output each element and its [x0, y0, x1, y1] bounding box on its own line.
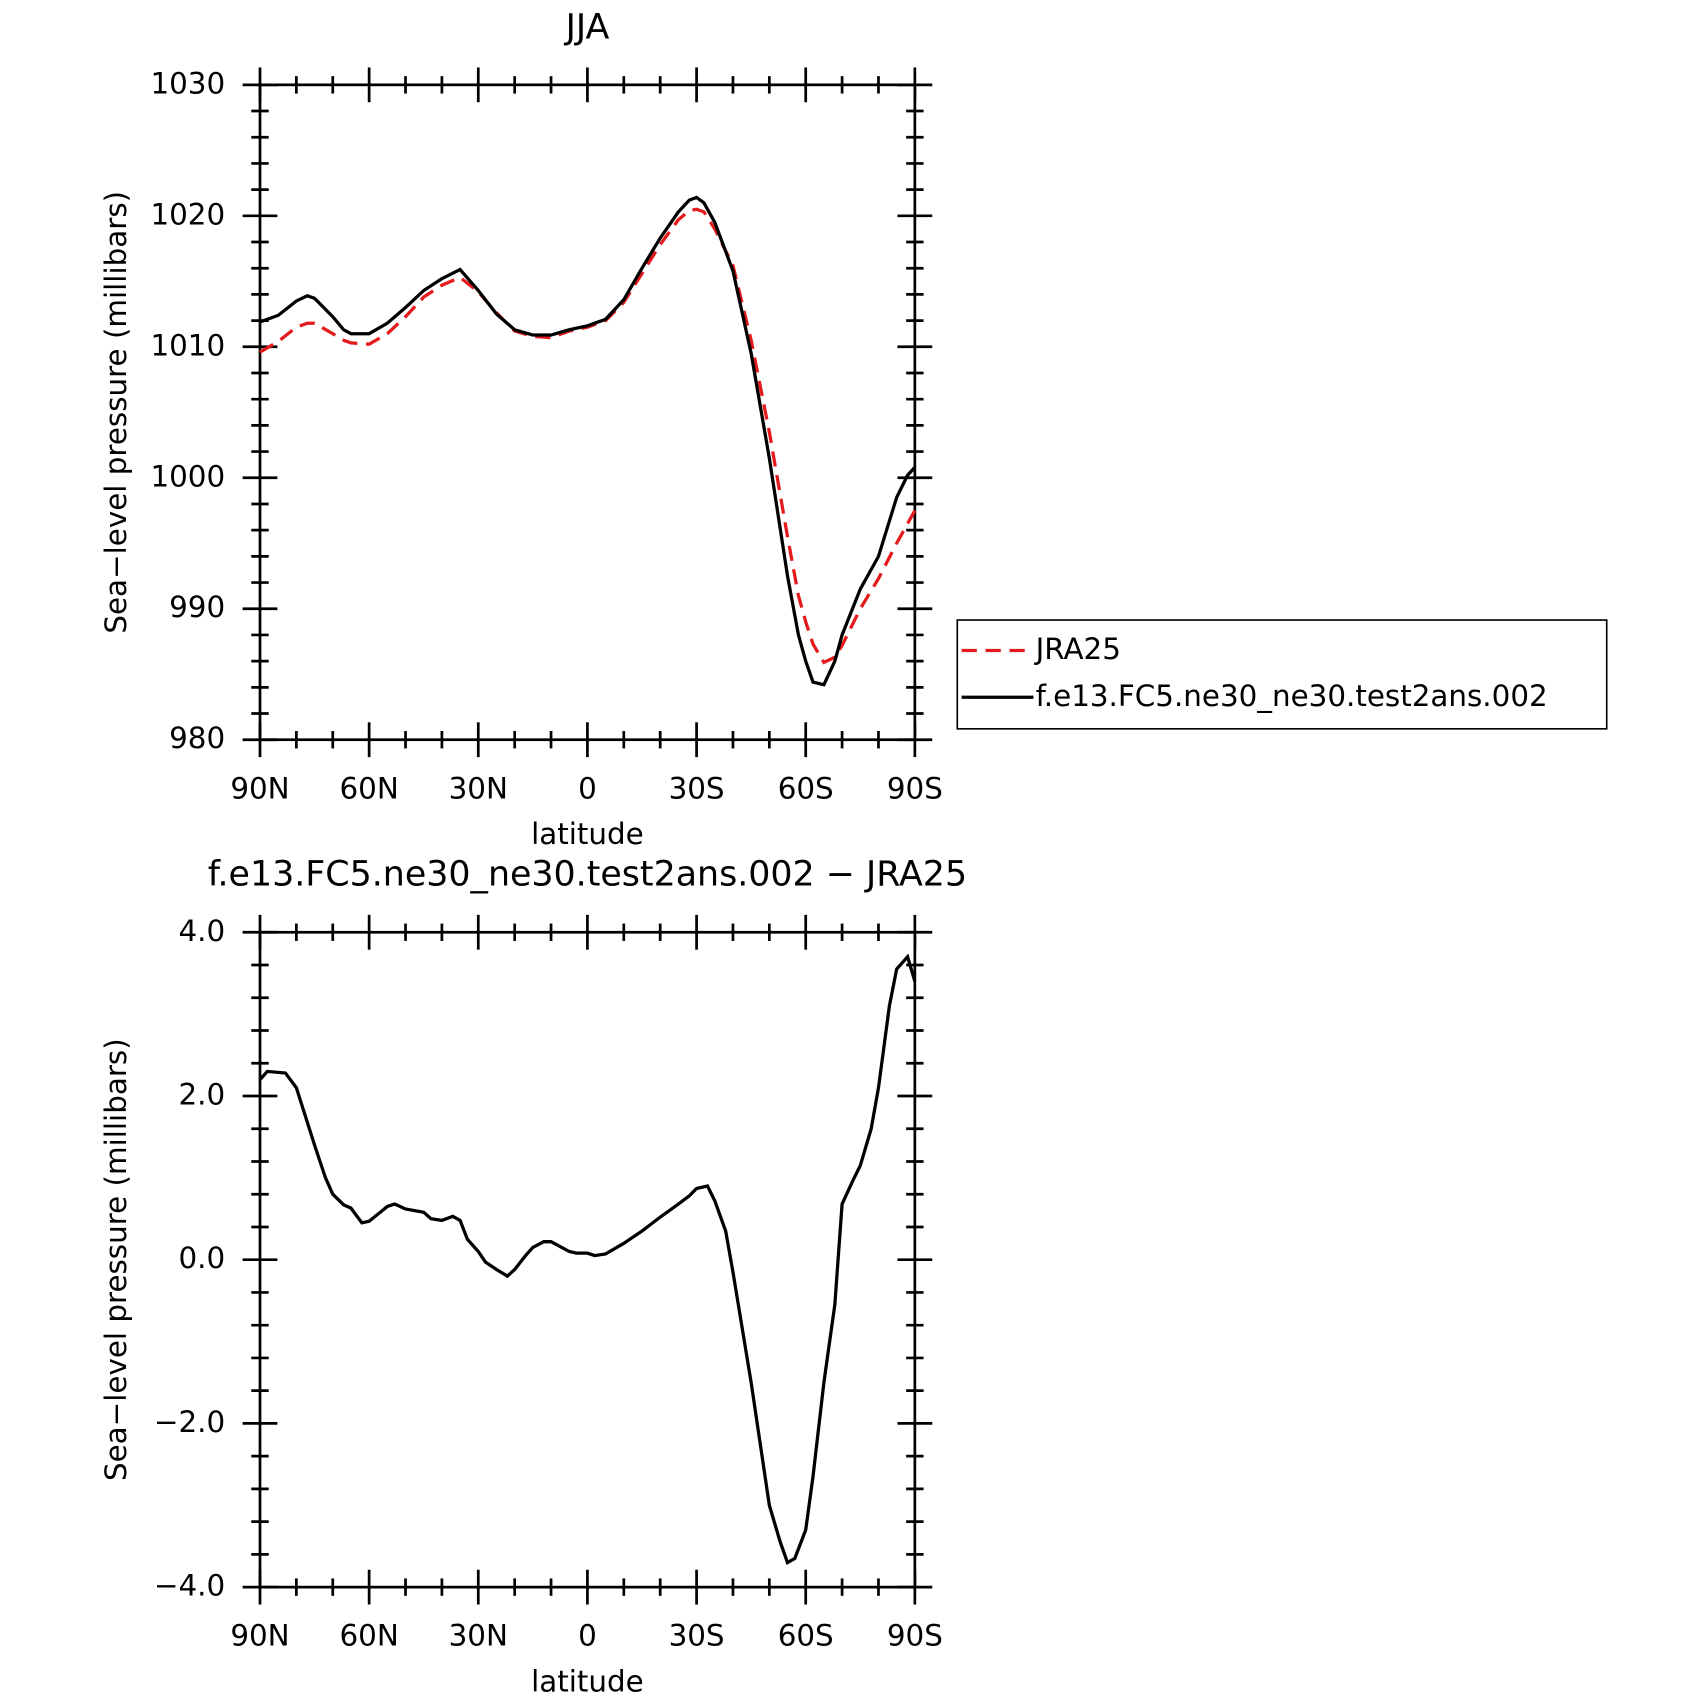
- x-tick-label: 90S: [887, 771, 943, 805]
- data-line: [259, 207, 917, 665]
- y-tick-label: 1020: [150, 197, 225, 231]
- plot-frame: [258, 83, 917, 742]
- x-tick-label: 0: [578, 1619, 597, 1653]
- x-tick-label: 90S: [887, 1619, 943, 1653]
- y-tick-label: 1030: [150, 66, 225, 100]
- y-tick-label: −4.0: [154, 1569, 225, 1603]
- x-tick-label: 60N: [339, 771, 398, 805]
- y-tick-label: 1010: [150, 328, 225, 362]
- x-tick-label: 60N: [339, 1619, 398, 1653]
- chart-title: JJA: [564, 7, 610, 47]
- x-tick-label: 0: [578, 771, 597, 805]
- y-axis-label: Sea−level pressure (millibars): [99, 191, 133, 634]
- x-tick-label: 90N: [230, 1619, 289, 1653]
- x-tick-label: 60S: [778, 1619, 834, 1653]
- y-tick-label: 2.0: [178, 1077, 225, 1111]
- x-tick-label: 30S: [669, 771, 725, 805]
- y-axis-label: Sea−level pressure (millibars): [99, 1038, 133, 1481]
- y-tick-label: 4.0: [178, 914, 225, 948]
- x-tick-label: 30N: [449, 771, 508, 805]
- y-tick-label: 0.0: [178, 1241, 225, 1275]
- x-tick-label: 60S: [778, 771, 834, 805]
- x-tick-label: 30N: [449, 1619, 508, 1653]
- legend-label: JRA25: [1034, 632, 1121, 666]
- x-axis-label: latitude: [531, 1664, 644, 1697]
- y-tick-label: 990: [169, 590, 225, 624]
- x-tick-label: 30S: [669, 1619, 725, 1653]
- data-line: [259, 195, 917, 687]
- y-tick-label: 980: [169, 721, 225, 755]
- plot-frame: [258, 930, 917, 1589]
- x-tick-label: 90N: [230, 771, 289, 805]
- y-tick-label: 1000: [150, 459, 225, 493]
- legend-box: [956, 619, 1608, 730]
- chart-title: f.e13.FC5.ne30_ne30.test2ans.002 − JRA25: [208, 855, 967, 895]
- legend-label: f.e13.FC5.ne30_ne30.test2ans.002: [1036, 679, 1548, 713]
- x-axis-label: latitude: [531, 817, 644, 851]
- data-line: [258, 953, 917, 1565]
- y-tick-label: −2.0: [154, 1405, 225, 1439]
